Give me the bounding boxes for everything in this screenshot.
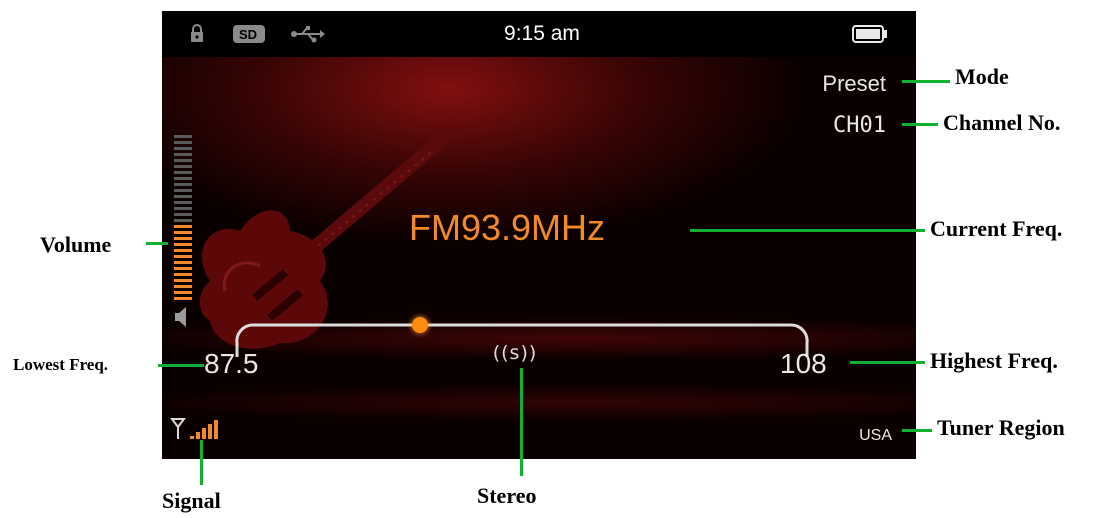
tuner-region: USA bbox=[859, 427, 892, 444]
lowest-frequency: 87.5 bbox=[204, 348, 259, 379]
tuner-scale[interactable] bbox=[232, 311, 812, 359]
stereo-indicator: ((s)) bbox=[492, 342, 538, 364]
leader-line-tuner-region bbox=[902, 429, 932, 432]
signal-bar bbox=[196, 432, 200, 439]
leader-line-current-freq bbox=[690, 229, 925, 232]
volume-segment bbox=[174, 195, 192, 198]
volume-segment bbox=[174, 153, 192, 156]
leader-line-signal bbox=[200, 440, 203, 485]
volume-segment bbox=[174, 201, 192, 204]
status-bar: SD 9:15 am bbox=[162, 11, 916, 57]
volume-segment bbox=[174, 243, 192, 246]
tuner-position-indicator[interactable] bbox=[411, 317, 428, 333]
volume-segment bbox=[174, 189, 192, 192]
annotation-channel: Channel No. bbox=[943, 110, 1061, 135]
leader-line-lowest-freq bbox=[158, 364, 204, 367]
highest-frequency: 108 bbox=[780, 348, 827, 379]
leader-line-stereo bbox=[520, 368, 523, 476]
lock-icon bbox=[191, 24, 203, 42]
volume-segment bbox=[174, 291, 192, 294]
volume-segment bbox=[174, 219, 192, 222]
svg-text:SD: SD bbox=[239, 27, 257, 42]
annotation-signal: Signal bbox=[162, 488, 221, 513]
radio-screen: SD 9:15 am Preset CH01 FM93.9 bbox=[162, 11, 916, 459]
channel-number: CH01 bbox=[833, 113, 886, 138]
volume-segment bbox=[174, 285, 192, 288]
signal-bar bbox=[208, 424, 212, 439]
annotation-lowest-freq: Lowest Freq. bbox=[13, 355, 109, 374]
signal-bar bbox=[202, 428, 206, 439]
speaker-icon bbox=[175, 307, 186, 327]
volume-segment bbox=[174, 237, 192, 240]
annotation-highest-freq: Highest Freq. bbox=[930, 348, 1058, 373]
clock-time: 9:15 am bbox=[504, 22, 580, 45]
volume-segment bbox=[174, 225, 192, 228]
volume-segment bbox=[174, 267, 192, 270]
volume-segment bbox=[174, 297, 192, 300]
volume-segment bbox=[174, 231, 192, 234]
volume-segment bbox=[174, 255, 192, 258]
volume-meter[interactable] bbox=[174, 133, 196, 303]
mode-label[interactable]: Preset bbox=[822, 71, 886, 96]
annotation-volume: Volume bbox=[40, 232, 112, 257]
volume-segment bbox=[174, 273, 192, 276]
antenna-signal-icon bbox=[170, 418, 218, 439]
guitar-image bbox=[199, 134, 447, 349]
usb-icon bbox=[291, 26, 325, 43]
volume-segment bbox=[174, 177, 192, 180]
annotation-tuner-region: Tuner Region bbox=[937, 415, 1065, 440]
annotation-current-freq: Current Freq. bbox=[930, 216, 1063, 241]
antenna-icon bbox=[170, 418, 186, 439]
volume-segment bbox=[174, 159, 192, 162]
annotation-stereo: Stereo bbox=[477, 483, 537, 508]
signal-bar bbox=[190, 436, 194, 439]
battery-icon bbox=[852, 25, 887, 43]
volume-segment bbox=[174, 147, 192, 150]
signal-bar bbox=[214, 420, 218, 439]
volume-segment bbox=[174, 141, 192, 144]
volume-segment bbox=[174, 213, 192, 216]
current-frequency: FM93.9MHz bbox=[408, 207, 606, 248]
volume-segment bbox=[174, 135, 192, 138]
volume-segment bbox=[174, 183, 192, 186]
volume-segment bbox=[174, 261, 192, 264]
volume-segment bbox=[174, 249, 192, 252]
leader-line-channel bbox=[902, 123, 938, 126]
leader-line-volume bbox=[146, 242, 168, 245]
leader-line-mode bbox=[902, 80, 950, 83]
volume-segment bbox=[174, 165, 192, 168]
volume-segment bbox=[174, 279, 192, 282]
sd-card-icon: SD bbox=[233, 25, 265, 43]
annotation-mode: Mode bbox=[955, 64, 1009, 89]
volume-segment bbox=[174, 207, 192, 210]
leader-line-highest-freq bbox=[850, 361, 925, 364]
volume-segment bbox=[174, 171, 192, 174]
